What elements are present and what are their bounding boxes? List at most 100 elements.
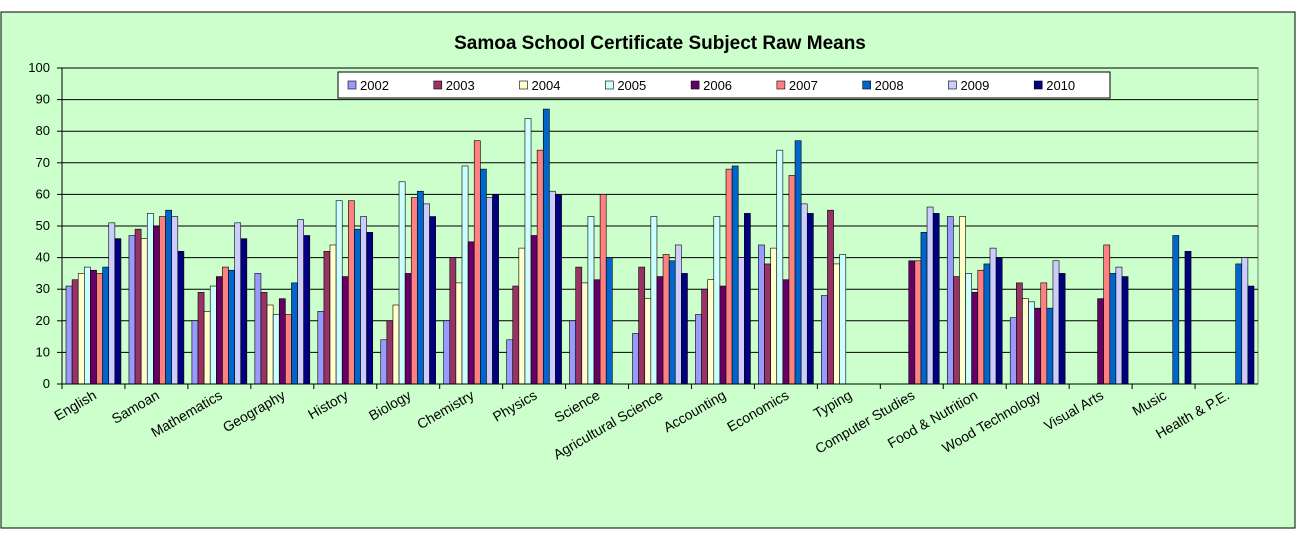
bar — [506, 339, 514, 385]
bar — [668, 260, 676, 385]
bar — [323, 250, 331, 385]
legend-label: 2008 — [875, 78, 904, 93]
y-tick-label: 0 — [43, 376, 50, 391]
bar — [171, 216, 179, 385]
bar — [764, 263, 771, 385]
bar — [197, 292, 205, 385]
bar — [719, 285, 727, 385]
bar — [587, 216, 595, 385]
bar — [1172, 235, 1180, 385]
bar — [1184, 250, 1192, 385]
legend-label: 2010 — [1046, 78, 1075, 93]
bar — [234, 222, 242, 385]
bar — [71, 279, 79, 385]
bar — [291, 282, 298, 385]
bar — [770, 247, 778, 385]
bar — [995, 257, 1003, 385]
bar — [1052, 260, 1060, 385]
bar — [713, 216, 721, 385]
bar — [492, 194, 499, 385]
y-tick-label: 20 — [36, 313, 50, 328]
bar — [1016, 282, 1023, 385]
bar — [1009, 317, 1017, 385]
bar — [429, 216, 436, 385]
bar — [65, 285, 73, 385]
bar — [209, 285, 217, 385]
bar — [360, 216, 367, 385]
bar — [965, 273, 972, 385]
bar — [737, 257, 745, 385]
bar — [731, 165, 739, 385]
legend-label: 2002 — [360, 78, 389, 93]
bar — [821, 295, 828, 385]
bar — [96, 273, 103, 385]
bar — [920, 232, 928, 385]
bar — [599, 194, 607, 385]
y-tick-label: 90 — [36, 92, 50, 107]
bar — [486, 197, 493, 385]
bar — [946, 216, 954, 385]
legend-swatch — [776, 80, 786, 90]
y-tick-label: 60 — [36, 186, 50, 201]
bar — [77, 273, 85, 385]
bar — [977, 269, 985, 385]
bar — [285, 314, 292, 385]
bar — [335, 200, 343, 385]
bar — [575, 266, 583, 385]
bar — [536, 149, 544, 385]
bar — [467, 241, 475, 385]
bar — [695, 314, 702, 385]
bar — [423, 203, 430, 385]
bar — [1034, 307, 1042, 385]
bar — [329, 244, 337, 385]
bar — [707, 279, 715, 385]
chart-title: Samoa School Certificate Subject Raw Mea… — [454, 33, 866, 54]
legend-swatch — [347, 80, 357, 90]
bar — [410, 197, 418, 385]
bar — [278, 298, 286, 385]
bar — [581, 282, 589, 385]
bar — [542, 108, 550, 385]
bar — [953, 276, 960, 385]
legend-swatch — [862, 80, 871, 90]
legend-label: 2009 — [960, 78, 989, 93]
legend-swatch — [1033, 80, 1043, 90]
bar — [926, 206, 934, 385]
bar — [569, 320, 576, 385]
bar — [959, 216, 966, 385]
legend-swatch — [519, 80, 528, 90]
bar — [461, 165, 469, 385]
bar — [1040, 282, 1048, 385]
bar — [518, 247, 526, 385]
bar — [165, 209, 172, 385]
bar — [480, 168, 487, 385]
bar — [108, 222, 116, 385]
bar — [222, 266, 229, 385]
bar — [404, 273, 412, 385]
bar — [297, 219, 304, 385]
bar — [443, 320, 451, 385]
bar — [159, 216, 166, 385]
y-tick-label: 40 — [36, 250, 50, 265]
bar — [681, 273, 688, 385]
bar — [674, 244, 682, 385]
legend-swatch — [605, 80, 614, 90]
bar — [1097, 298, 1104, 385]
bar — [908, 260, 916, 385]
bar — [800, 203, 808, 385]
bar — [380, 339, 388, 385]
bar — [114, 238, 122, 385]
bar — [146, 213, 154, 385]
bar — [366, 232, 374, 385]
bar — [839, 254, 847, 385]
bar — [914, 260, 922, 385]
bar — [1115, 266, 1123, 385]
bar — [833, 263, 840, 385]
y-tick-label: 10 — [36, 344, 50, 359]
y-tick-label: 80 — [36, 123, 50, 138]
legend-label: 2004 — [532, 78, 561, 93]
bar — [455, 282, 463, 385]
bar — [983, 263, 991, 385]
legend-swatch — [433, 80, 443, 90]
bar — [354, 228, 361, 385]
